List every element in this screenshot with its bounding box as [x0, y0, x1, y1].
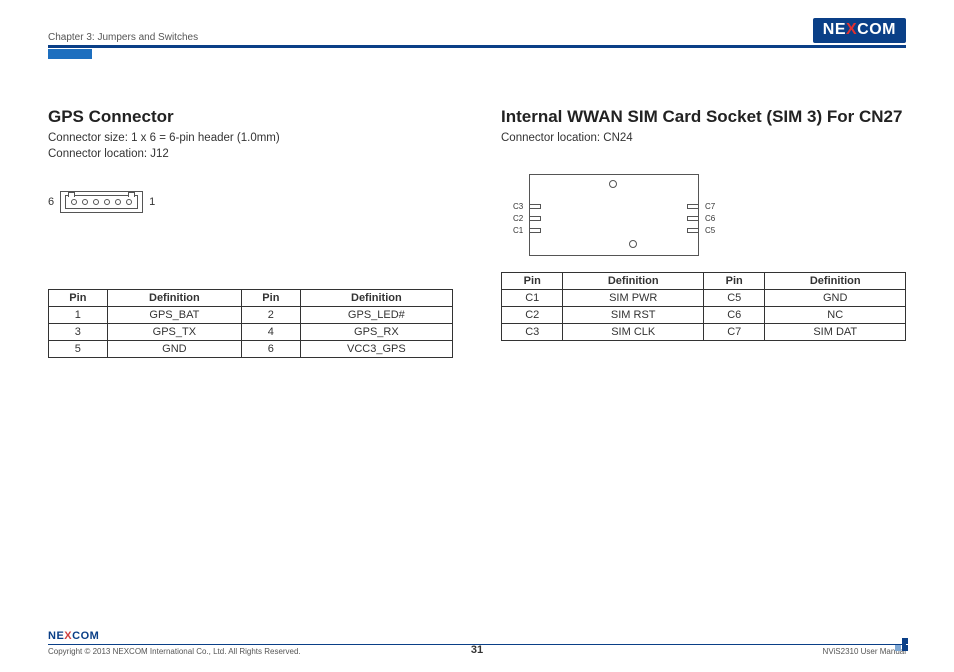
- gps-pin-hole: [82, 199, 88, 205]
- table-cell: GPS_TX: [107, 323, 241, 340]
- table-header: Pin: [703, 273, 764, 290]
- table-cell: C6: [703, 307, 764, 324]
- table-cell: GPS_RX: [300, 323, 452, 340]
- table-row: C3SIM CLKC7SIM DAT: [502, 324, 906, 341]
- sim-pin-label: C5: [705, 226, 715, 235]
- gps-pin-hole: [126, 199, 132, 205]
- table-header: Definition: [107, 289, 241, 306]
- table-cell: 4: [242, 323, 301, 340]
- sim-pad: [529, 228, 541, 233]
- table-cell: C1: [502, 290, 563, 307]
- table-cell: GPS_BAT: [107, 306, 241, 323]
- table-cell: NC: [765, 307, 906, 324]
- sim-pad: [529, 204, 541, 209]
- gps-connector-diagram: 6 1: [48, 191, 453, 213]
- table-cell: C7: [703, 324, 764, 341]
- table-header: Definition: [563, 273, 704, 290]
- table-cell: 1: [49, 306, 108, 323]
- sim-pad: [687, 228, 699, 233]
- sim-socket-diagram: C3C2C1C7C6C5: [501, 174, 701, 256]
- gps-pin-label-left: 6: [48, 196, 54, 208]
- table-row: 5GND6VCC3_GPS: [49, 340, 453, 357]
- table-cell: 3: [49, 323, 108, 340]
- sim-pad: [687, 216, 699, 221]
- gps-pin-table: PinDefinitionPinDefinition 1GPS_BAT2GPS_…: [48, 289, 453, 358]
- sim-pad: [529, 216, 541, 221]
- page-number: 31: [48, 644, 906, 656]
- table-header: Definition: [300, 289, 452, 306]
- sim-pin-label: C6: [705, 214, 715, 223]
- table-header: Pin: [242, 289, 301, 306]
- header-rule: [48, 45, 906, 48]
- table-cell: SIM RST: [563, 307, 704, 324]
- table-cell: GPS_LED#: [300, 306, 452, 323]
- footer-logo: NEXCOM: [48, 630, 906, 642]
- sim-title: Internal WWAN SIM Card Socket (SIM 3) Fo…: [501, 107, 906, 127]
- nexcom-logo: NEXCOM: [813, 18, 906, 43]
- sim-pin-label: C7: [705, 202, 715, 211]
- table-header: Pin: [49, 289, 108, 306]
- sim-pin-label: C1: [513, 226, 523, 235]
- chapter-label: Chapter 3: Jumpers and Switches: [48, 32, 198, 43]
- gps-pin-hole: [71, 199, 77, 205]
- sim-sub1: Connector location: CN24: [501, 130, 906, 147]
- table-row: 1GPS_BAT2GPS_LED#: [49, 306, 453, 323]
- table-row: C1SIM PWRC5GND: [502, 290, 906, 307]
- gps-pin-hole: [93, 199, 99, 205]
- table-cell: SIM DAT: [765, 324, 906, 341]
- gps-section: GPS Connector Connector size: 1 x 6 = 6-…: [48, 107, 453, 358]
- sim-pin-label: C2: [513, 214, 523, 223]
- table-cell: C2: [502, 307, 563, 324]
- gps-pin-label-right: 1: [149, 196, 155, 208]
- gps-title: GPS Connector: [48, 107, 453, 127]
- table-cell: VCC3_GPS: [300, 340, 452, 357]
- table-row: 3GPS_TX4GPS_RX: [49, 323, 453, 340]
- table-cell: GND: [765, 290, 906, 307]
- table-header: Pin: [502, 273, 563, 290]
- table-cell: 6: [242, 340, 301, 357]
- table-cell: GND: [107, 340, 241, 357]
- sim-pin-table: PinDefinitionPinDefinition C1SIM PWRC5GN…: [501, 272, 906, 341]
- table-header: Definition: [765, 273, 906, 290]
- sim-section: Internal WWAN SIM Card Socket (SIM 3) Fo…: [501, 107, 906, 358]
- table-cell: C5: [703, 290, 764, 307]
- table-cell: SIM PWR: [563, 290, 704, 307]
- sim-pin-label: C3: [513, 202, 523, 211]
- gps-pin-hole: [115, 199, 121, 205]
- table-cell: SIM CLK: [563, 324, 704, 341]
- table-cell: C3: [502, 324, 563, 341]
- table-cell: 2: [242, 306, 301, 323]
- table-row: C2SIM RSTC6NC: [502, 307, 906, 324]
- header-tab: [48, 49, 92, 59]
- gps-pin-hole: [104, 199, 110, 205]
- gps-sub2: Connector location: J12: [48, 146, 453, 163]
- table-cell: 5: [49, 340, 108, 357]
- gps-sub1: Connector size: 1 x 6 = 6-pin header (1.…: [48, 130, 453, 147]
- sim-pad: [687, 204, 699, 209]
